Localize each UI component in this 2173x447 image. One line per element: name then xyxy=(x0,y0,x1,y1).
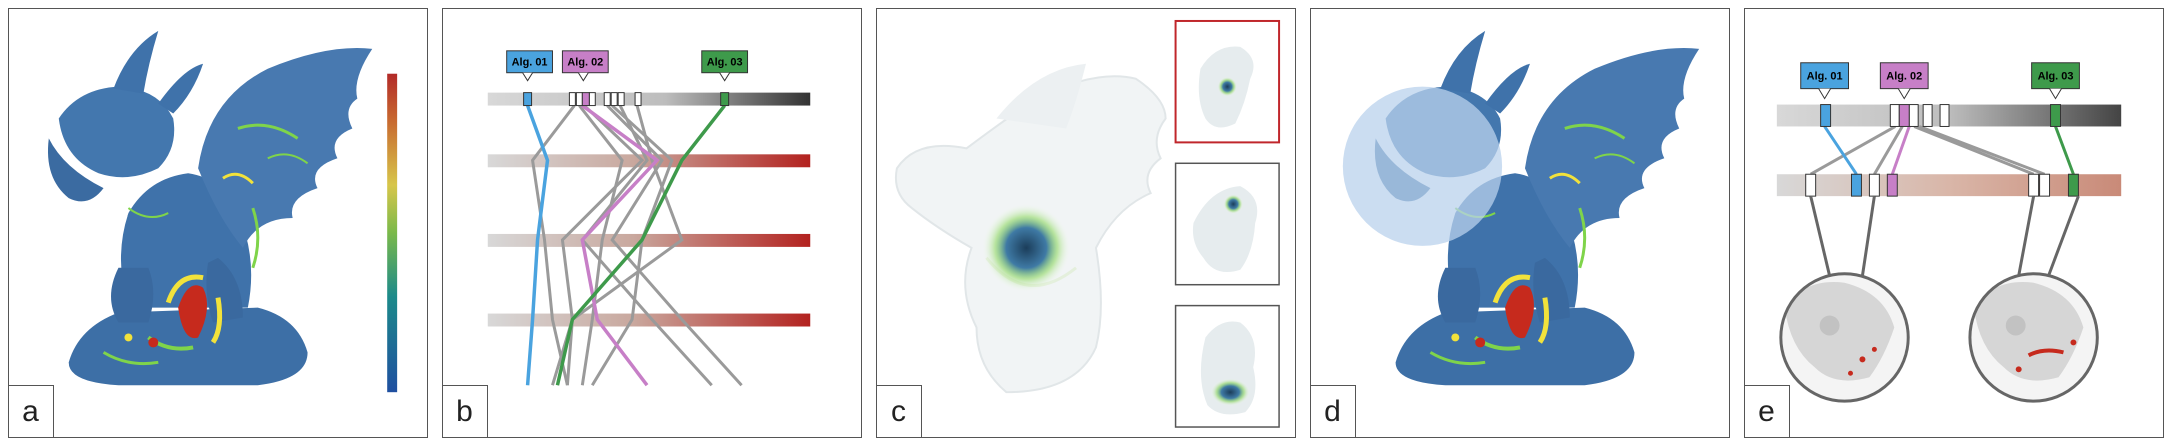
alg-02-tag: Alg. 02 xyxy=(561,50,609,82)
svg-text:Alg. 03: Alg. 03 xyxy=(707,57,743,69)
panel-label: d xyxy=(1311,384,1356,437)
alg-01-tag: Alg. 01 xyxy=(1800,62,1850,100)
svg-text:Alg. 01: Alg. 01 xyxy=(1807,71,1843,83)
panel-d: d xyxy=(1310,8,1730,438)
alg-03-tag: Alg. 03 xyxy=(2031,62,2080,100)
svg-text:Alg. 02: Alg. 02 xyxy=(567,57,603,69)
zoom-circle[interactable] xyxy=(1779,272,1910,403)
svg-text:Alg. 03: Alg. 03 xyxy=(2038,71,2074,83)
view-thumbnail[interactable] xyxy=(1174,19,1281,144)
panel-label: c xyxy=(877,384,922,437)
panel-label: b xyxy=(443,384,488,437)
panel-c: c xyxy=(876,8,1296,438)
panel-e: Alg. 01 Alg. 02 Alg. 03 e xyxy=(1744,8,2164,438)
panel-b: Alg. 01 Alg. 02 Alg. 03 b xyxy=(442,8,862,438)
view-thumbnail[interactable] xyxy=(1174,304,1280,428)
similarity-axes: Alg. 01 Alg. 02 Alg. 03 xyxy=(487,50,811,387)
alg-02-tag: Alg. 02 xyxy=(1879,62,1929,100)
view-thumbnail[interactable] xyxy=(1174,162,1280,286)
alg-01-tag: Alg. 01 xyxy=(506,50,553,82)
panel-a: a xyxy=(8,8,428,438)
density-blob xyxy=(981,203,1072,293)
gargoyle-model-image xyxy=(1342,9,1729,437)
panel-label: a xyxy=(9,384,54,437)
alg-03-tag: Alg. 03 xyxy=(701,50,749,82)
colormap-legend xyxy=(387,73,398,393)
lens-circle[interactable] xyxy=(1342,86,1503,246)
panel-label: e xyxy=(1745,384,1790,437)
svg-text:Alg. 02: Alg. 02 xyxy=(1886,71,1922,83)
svg-text:Alg. 01: Alg. 01 xyxy=(512,57,548,69)
zoom-circle[interactable] xyxy=(1968,272,2099,403)
gargoyle-model-image xyxy=(9,9,398,393)
